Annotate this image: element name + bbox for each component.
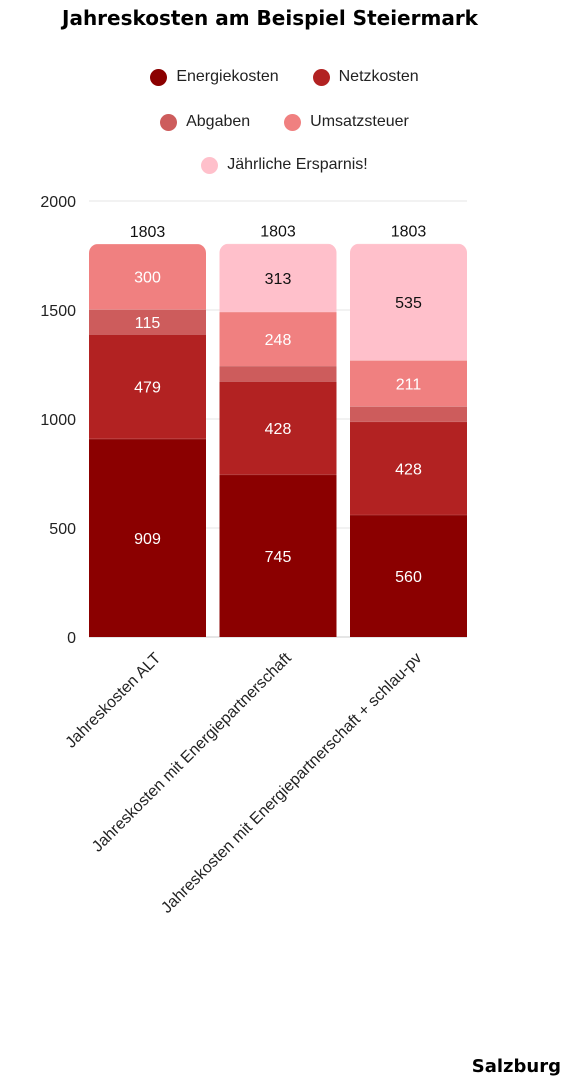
data-label-netzkosten-3: 428 [395, 461, 422, 478]
legend-item-abgaben[interactable]: Abgaben [160, 113, 250, 131]
legend-swatch-abgaben [160, 113, 178, 131]
legend-item-umsatzsteuer[interactable]: Umsatzsteuer [284, 113, 409, 131]
y-tick-label-500: 500 [49, 521, 76, 538]
bar-stack-1 [89, 243, 206, 637]
legend-row-2: Abgaben Umsatzsteuer [0, 113, 569, 131]
bar-segment-energiekosten-3 [350, 514, 467, 637]
data-label-energiekosten-1: 909 [134, 531, 161, 548]
bar-segment-netzkosten-1 [89, 334, 206, 439]
legend-label-umsatzsteuer: Umsatzsteuer [310, 113, 409, 130]
bar-segment-j-hrliche-ersparnis-3 [350, 243, 467, 361]
bar-segment-abgaben-2 [219, 366, 337, 382]
bar-segment-umsatzsteuer-3 [350, 360, 467, 407]
data-label-energiekosten-3: 560 [395, 569, 422, 586]
legend-swatch-umsatzsteuer [284, 113, 302, 131]
data-label-abgaben-1: 115 [135, 315, 161, 332]
y-tick-label-2000: 2000 [40, 194, 76, 211]
bar-stack-2 [219, 243, 337, 637]
total-label-2: 1803 [260, 224, 296, 241]
legend-label-ersparnis: Jährliche Ersparnis! [227, 156, 368, 173]
footer-label: Salzburg [471, 1056, 561, 1077]
total-label-3: 1803 [391, 224, 427, 241]
legend-swatch-netzkosten [312, 68, 330, 86]
bar-segment-abgaben-1 [89, 309, 206, 335]
chart-title: Jahreskosten am Beispiel Steiermark [62, 6, 478, 30]
data-label-netzkosten-2: 428 [265, 421, 292, 438]
x-category-label-3: Jahreskosten mit Energiepartnerschaft + … [158, 650, 425, 917]
y-tick-label-0: 0 [67, 630, 76, 647]
bar-segment-netzkosten-3 [350, 421, 467, 515]
legend-item-ersparnis[interactable]: Jährliche Ersparnis! [201, 156, 368, 174]
x-category-label-2: Jahreskosten mit Energiepartnerschaft [89, 649, 295, 855]
data-label-umsatzsteuer-1: 300 [134, 270, 161, 287]
legend-item-netzkosten[interactable]: Netzkosten [312, 68, 419, 86]
legend-label-energiekosten: Energiekosten [176, 68, 279, 85]
y-tick-label-1000: 1000 [40, 412, 76, 429]
data-label-umsatzsteuer-2: 248 [265, 332, 292, 349]
legend-label-abgaben: Abgaben [186, 113, 251, 130]
legend-row-3: Jährliche Ersparnis! [0, 156, 569, 174]
y-tick-label-1500: 1500 [40, 303, 76, 320]
bar-stack-3 [350, 243, 467, 637]
stacked-bar-chart: 0 500 1000 1500 2000 909 479 115 300 1803 Jahresko… [40, 194, 467, 917]
legend-label-netzkosten: Netzkosten [338, 68, 419, 85]
bar-segment-umsatzsteuer-1 [89, 243, 206, 310]
x-category-label-1: Jahreskosten ALT [63, 650, 165, 752]
legend-item-energiekosten[interactable]: Energiekosten [150, 68, 279, 86]
data-label-j-hrliche-ersparnis-2: 313 [265, 271, 292, 288]
data-label-netzkosten-1: 479 [134, 380, 161, 397]
legend-swatch-energiekosten [150, 68, 168, 86]
bar-segment-energiekosten-1 [89, 438, 206, 637]
bar-segment-umsatzsteuer-2 [219, 311, 337, 367]
legend-swatch-ersparnis [201, 156, 219, 174]
total-label-1: 1803 [130, 224, 166, 241]
bar-segment-energiekosten-2 [219, 474, 337, 637]
data-label-energiekosten-2: 745 [265, 549, 292, 566]
bar-segment-j-hrliche-ersparnis-2 [219, 243, 337, 312]
bar-segment-abgaben-3 [350, 406, 467, 422]
bar-segment-netzkosten-2 [219, 381, 337, 475]
data-label-j-hrliche-ersparnis-3: 535 [395, 295, 422, 312]
legend-row-1: Energiekosten Netzkosten [0, 68, 569, 86]
data-label-umsatzsteuer-3: 211 [396, 376, 422, 393]
